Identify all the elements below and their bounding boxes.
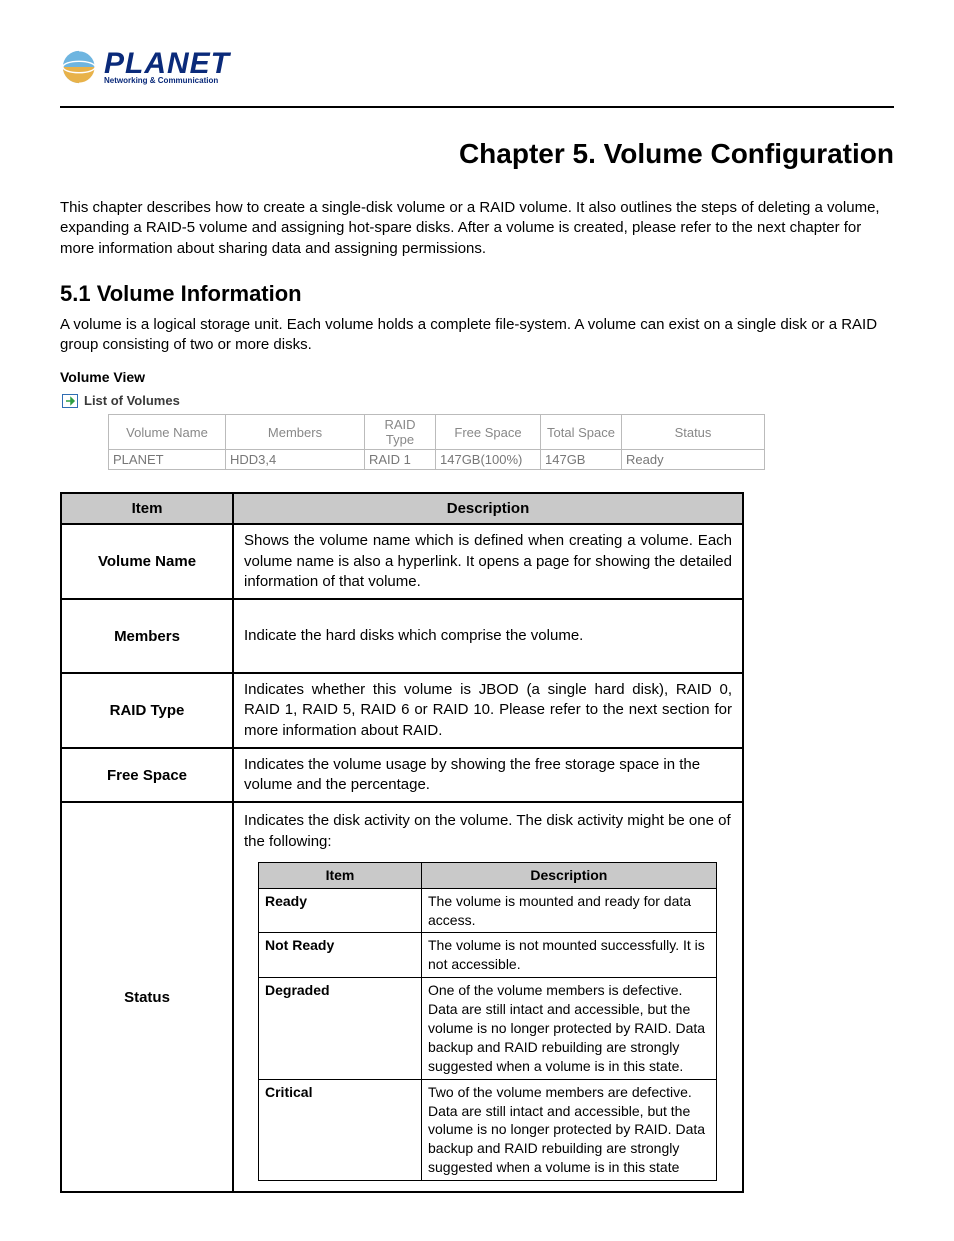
sub-desc: Two of the volume members are defective.… [422, 1079, 717, 1180]
sub-col-item: Item [259, 862, 422, 888]
table-row: PLANET HDD3,4 RAID 1 147GB(100%) 147GB R… [109, 450, 765, 470]
sub-desc: One of the volume members is defective. … [422, 978, 717, 1079]
description-table: Item Description Volume Name Shows the v… [60, 492, 744, 1193]
col-status: Status [622, 415, 765, 450]
table-header-row: Volume Name Members RAID Type Free Space… [109, 415, 765, 450]
col-raid-type: RAID Type [365, 415, 436, 450]
page: PLANET Networking & Communication Chapte… [0, 0, 954, 1241]
desc-item: Free Space [61, 748, 233, 803]
sub-row: Degraded One of the volume members is de… [259, 978, 717, 1079]
chapter-title: Chapter 5. Volume Configuration [60, 138, 894, 170]
status-cell: Indicates the disk activity on the volum… [233, 802, 743, 1192]
cell-status: Ready [622, 450, 765, 470]
cell-total-space: 147GB [541, 450, 622, 470]
sub-col-desc: Description [422, 862, 717, 888]
desc-text: Indicates the volume usage by showing th… [233, 748, 743, 803]
col-free-space: Free Space [436, 415, 541, 450]
desc-item: Status [61, 802, 233, 1192]
status-sub-table: Item Description Ready The volume is mou… [258, 862, 717, 1181]
desc-row-status: Status Indicates the disk activity on th… [61, 802, 743, 1192]
arrow-right-icon [62, 394, 78, 408]
volume-list-table: Volume Name Members RAID Type Free Space… [108, 414, 765, 470]
desc-row: Members Indicate the hard disks which co… [61, 599, 743, 673]
section-body: A volume is a logical storage unit. Each… [60, 315, 894, 356]
sub-item: Degraded [259, 978, 422, 1079]
section-heading: 5.1 Volume Information [60, 281, 894, 307]
cell-raid-type: RAID 1 [365, 450, 436, 470]
desc-item: Members [61, 599, 233, 673]
sub-desc: The volume is mounted and ready for data… [422, 888, 717, 933]
sub-header-row: Item Description [259, 862, 717, 888]
desc-row: Free Space Indicates the volume usage by… [61, 748, 743, 803]
sub-desc: The volume is not mounted successfully. … [422, 933, 717, 978]
desc-row: RAID Type Indicates whether this volume … [61, 673, 743, 748]
chapter-intro: This chapter describes how to create a s… [60, 198, 894, 259]
desc-col-item: Item [61, 493, 233, 524]
brand-name: PLANET [104, 50, 230, 77]
sub-row: Critical Two of the volume members are d… [259, 1079, 717, 1180]
cell-free-space: 147GB(100%) [436, 450, 541, 470]
col-members: Members [226, 415, 365, 450]
desc-text: Shows the volume name which is defined w… [233, 524, 743, 599]
desc-text: Indicate the hard disks which comprise t… [233, 599, 743, 673]
sub-item: Critical [259, 1079, 422, 1180]
list-of-volumes-label: List of Volumes [84, 393, 180, 408]
list-of-volumes-header: List of Volumes [62, 393, 894, 408]
cell-volume-name[interactable]: PLANET [109, 450, 226, 470]
col-volume-name: Volume Name [109, 415, 226, 450]
col-total-space: Total Space [541, 415, 622, 450]
desc-row: Volume Name Shows the volume name which … [61, 524, 743, 599]
sub-item: Not Ready [259, 933, 422, 978]
status-intro: Indicates the disk activity on the volum… [244, 811, 732, 852]
desc-item: Volume Name [61, 524, 233, 599]
sub-item: Ready [259, 888, 422, 933]
brand-tagline: Networking & Communication [104, 77, 230, 85]
desc-text: Indicates whether this volume is JBOD (a… [233, 673, 743, 748]
brand-text: PLANET Networking & Communication [104, 50, 230, 85]
brand-header: PLANET Networking & Communication [60, 48, 894, 106]
header-divider [60, 106, 894, 108]
globe-icon [60, 48, 98, 86]
sub-row: Not Ready The volume is not mounted succ… [259, 933, 717, 978]
volume-view-heading: Volume View [60, 369, 894, 385]
desc-header-row: Item Description [61, 493, 743, 524]
sub-row: Ready The volume is mounted and ready fo… [259, 888, 717, 933]
desc-item: RAID Type [61, 673, 233, 748]
desc-col-description: Description [233, 493, 743, 524]
cell-members: HDD3,4 [226, 450, 365, 470]
